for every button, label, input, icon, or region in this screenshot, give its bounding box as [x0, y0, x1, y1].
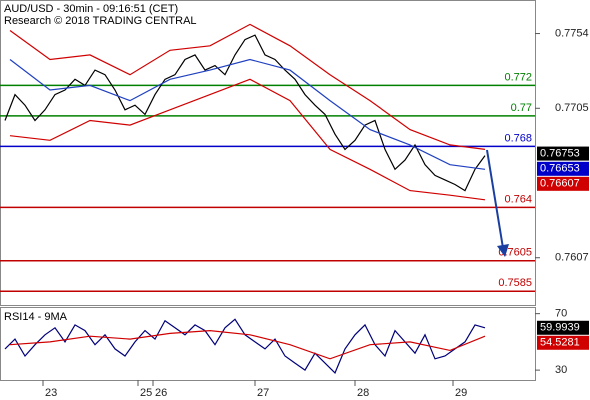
y-tick-label: 0.7705: [555, 102, 589, 114]
last-value-box: [537, 320, 589, 335]
forecast-arrow-head: [497, 244, 509, 257]
last-value-label: 0.76607: [540, 178, 580, 190]
last-value-box: [537, 161, 589, 176]
x-tick-label: 23: [45, 387, 57, 399]
last-value-label: 0.76753: [540, 147, 580, 159]
series-line: [9, 329, 486, 360]
level-label: 0.764: [504, 193, 532, 205]
y-tick-label: 70: [555, 308, 567, 320]
level-label: 0.77: [511, 102, 532, 114]
last-value-label: 59.9939: [540, 322, 580, 334]
y-tick-label: 30: [555, 364, 567, 376]
series-line: [9, 23, 486, 150]
chart-subtitle: Research © 2018 TRADING CENTRAL: [4, 15, 197, 27]
level-label: 0.772: [504, 71, 532, 83]
main-panel-border: [0, 0, 536, 306]
rsi-title: RSI14 - 9MA: [4, 311, 68, 323]
x-tick-label: 26: [155, 387, 167, 399]
x-tick-label: 25: [140, 387, 152, 399]
y-tick-label: 0.7607: [555, 252, 589, 264]
chart-title: AUD/USD - 30min - 09:16:51 (CET): [4, 3, 178, 15]
x-tick-label: 27: [257, 387, 269, 399]
series-line: [9, 78, 486, 201]
last-value-box: [537, 176, 589, 191]
forecast-arrow: [486, 149, 504, 249]
x-tick-label: 29: [455, 387, 467, 399]
x-tick-label: 28: [357, 387, 369, 399]
level-label: 0.768: [504, 132, 532, 144]
y-tick-label: 0.7754: [555, 27, 589, 39]
last-value-box: [537, 335, 589, 350]
series-line: [9, 58, 486, 170]
rsi-panel-border: [0, 307, 536, 381]
last-value-label: 0.76653: [540, 163, 580, 175]
level-label: 0.7585: [498, 277, 532, 289]
last-value-label: 54.5281: [540, 337, 580, 349]
last-value-box: [537, 146, 589, 161]
